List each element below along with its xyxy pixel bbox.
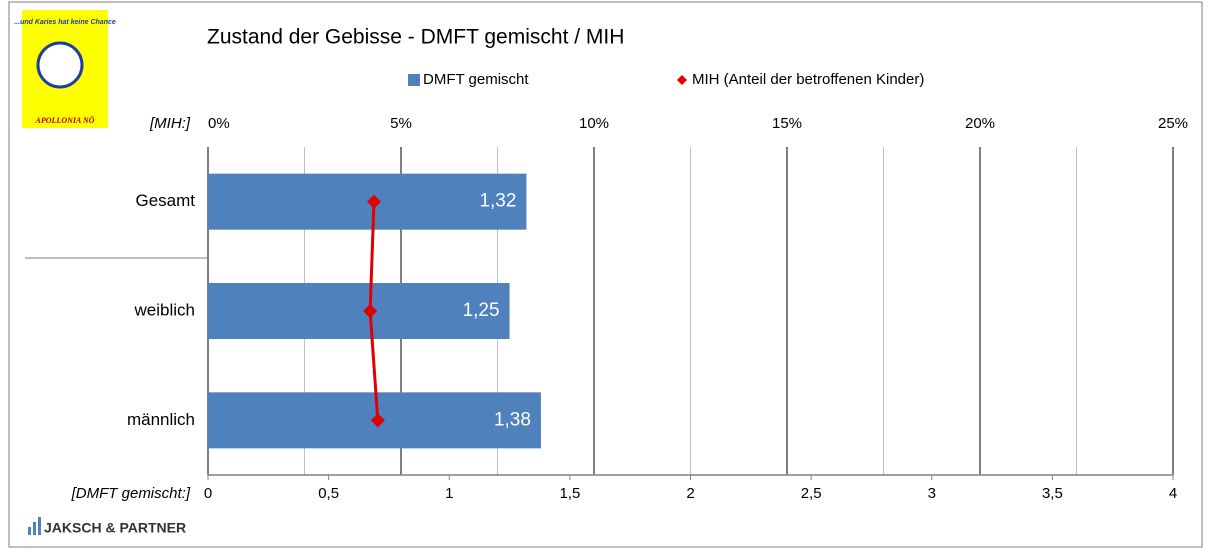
data-label: 1,38	[494, 409, 531, 430]
x2-tick-label: 10%	[579, 115, 609, 132]
y-tick-label: Gesamt	[135, 191, 195, 210]
bar	[208, 283, 510, 339]
marker	[366, 194, 381, 209]
x2-tick-label: 5%	[390, 115, 412, 132]
data-label: 1,32	[479, 191, 516, 212]
logo-figure	[36, 41, 84, 89]
frame	[8, 1, 1203, 548]
x2-tick-label: 20%	[965, 115, 995, 132]
logo-text: APOLLONIA NÖ	[35, 116, 95, 125]
legend-swatch	[408, 74, 420, 86]
x-tick-label: 2	[686, 485, 694, 502]
x-tick-label: 1,5	[559, 485, 580, 502]
legend-swatch	[677, 75, 687, 85]
x-axis-label: [DMFT gemischt:]	[71, 485, 191, 502]
x-tick-label: 3,5	[1042, 485, 1063, 502]
footer: JAKSCH & PARTNER	[44, 520, 186, 536]
x-tick-label: 0	[204, 485, 212, 502]
y-tick-label: weiblich	[134, 300, 195, 319]
marker	[363, 304, 378, 318]
chart-title: Zustand der Gebisse - DMFT gemischt / MI…	[207, 26, 624, 49]
legend-label: MIH (Anteil der betroffenen Kinder)	[692, 71, 924, 88]
x2-tick-label: 0%	[208, 115, 230, 132]
y-tick-label: männlich	[127, 410, 195, 429]
footer-icon	[28, 527, 31, 535]
marker	[370, 413, 385, 428]
x-tick-label: 0,5	[318, 485, 339, 502]
x-tick-label: 2,5	[801, 485, 822, 502]
footer-icon	[38, 517, 41, 535]
footer-icon	[33, 522, 36, 535]
x2-tick-label: 15%	[772, 115, 802, 132]
x-tick-label: 1	[445, 485, 453, 502]
x-tick-label: 3	[928, 485, 936, 502]
x-tick-label: 4	[1169, 485, 1177, 502]
x2-axis-label: [MIH:]	[149, 115, 191, 132]
x2-tick-label: 25%	[1158, 115, 1188, 132]
legend-label: DMFT gemischt	[423, 71, 529, 88]
data-label: 1,25	[463, 300, 500, 321]
logo-text: ...und Karies hat keine Chance	[14, 19, 116, 26]
